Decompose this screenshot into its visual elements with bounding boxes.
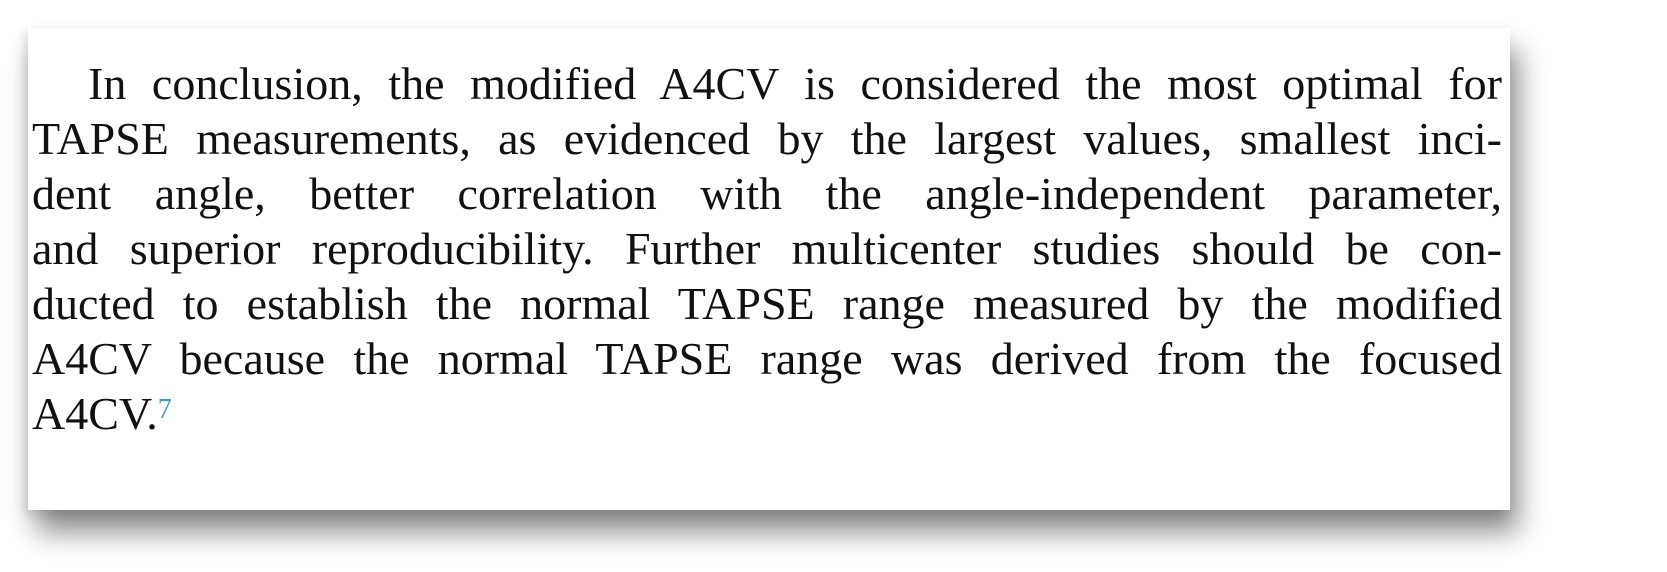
- paragraph-line: A4CV because the normal TAPSE range was …: [32, 333, 1502, 384]
- paragraph-line: A4CV.: [32, 388, 158, 439]
- paragraph-line: TAPSE measurements, as evidenced by the …: [32, 113, 1502, 164]
- paragraph-line: ducted to establish the normal TAPSE ran…: [32, 278, 1502, 329]
- paragraph-line: In conclusion, the modified A4CV is cons…: [88, 58, 1502, 109]
- paragraph-line: and superior reproducibility. Further mu…: [32, 223, 1502, 274]
- reference-citation-link[interactable]: 7: [157, 394, 172, 425]
- conclusion-paragraph: In conclusion, the modified A4CV is cons…: [32, 56, 1502, 441]
- paragraph-line: dent angle, better correlation with the …: [32, 168, 1502, 219]
- paragraph-last-line: A4CV.7: [32, 386, 1502, 441]
- text-excerpt-card: In conclusion, the modified A4CV is cons…: [28, 28, 1510, 510]
